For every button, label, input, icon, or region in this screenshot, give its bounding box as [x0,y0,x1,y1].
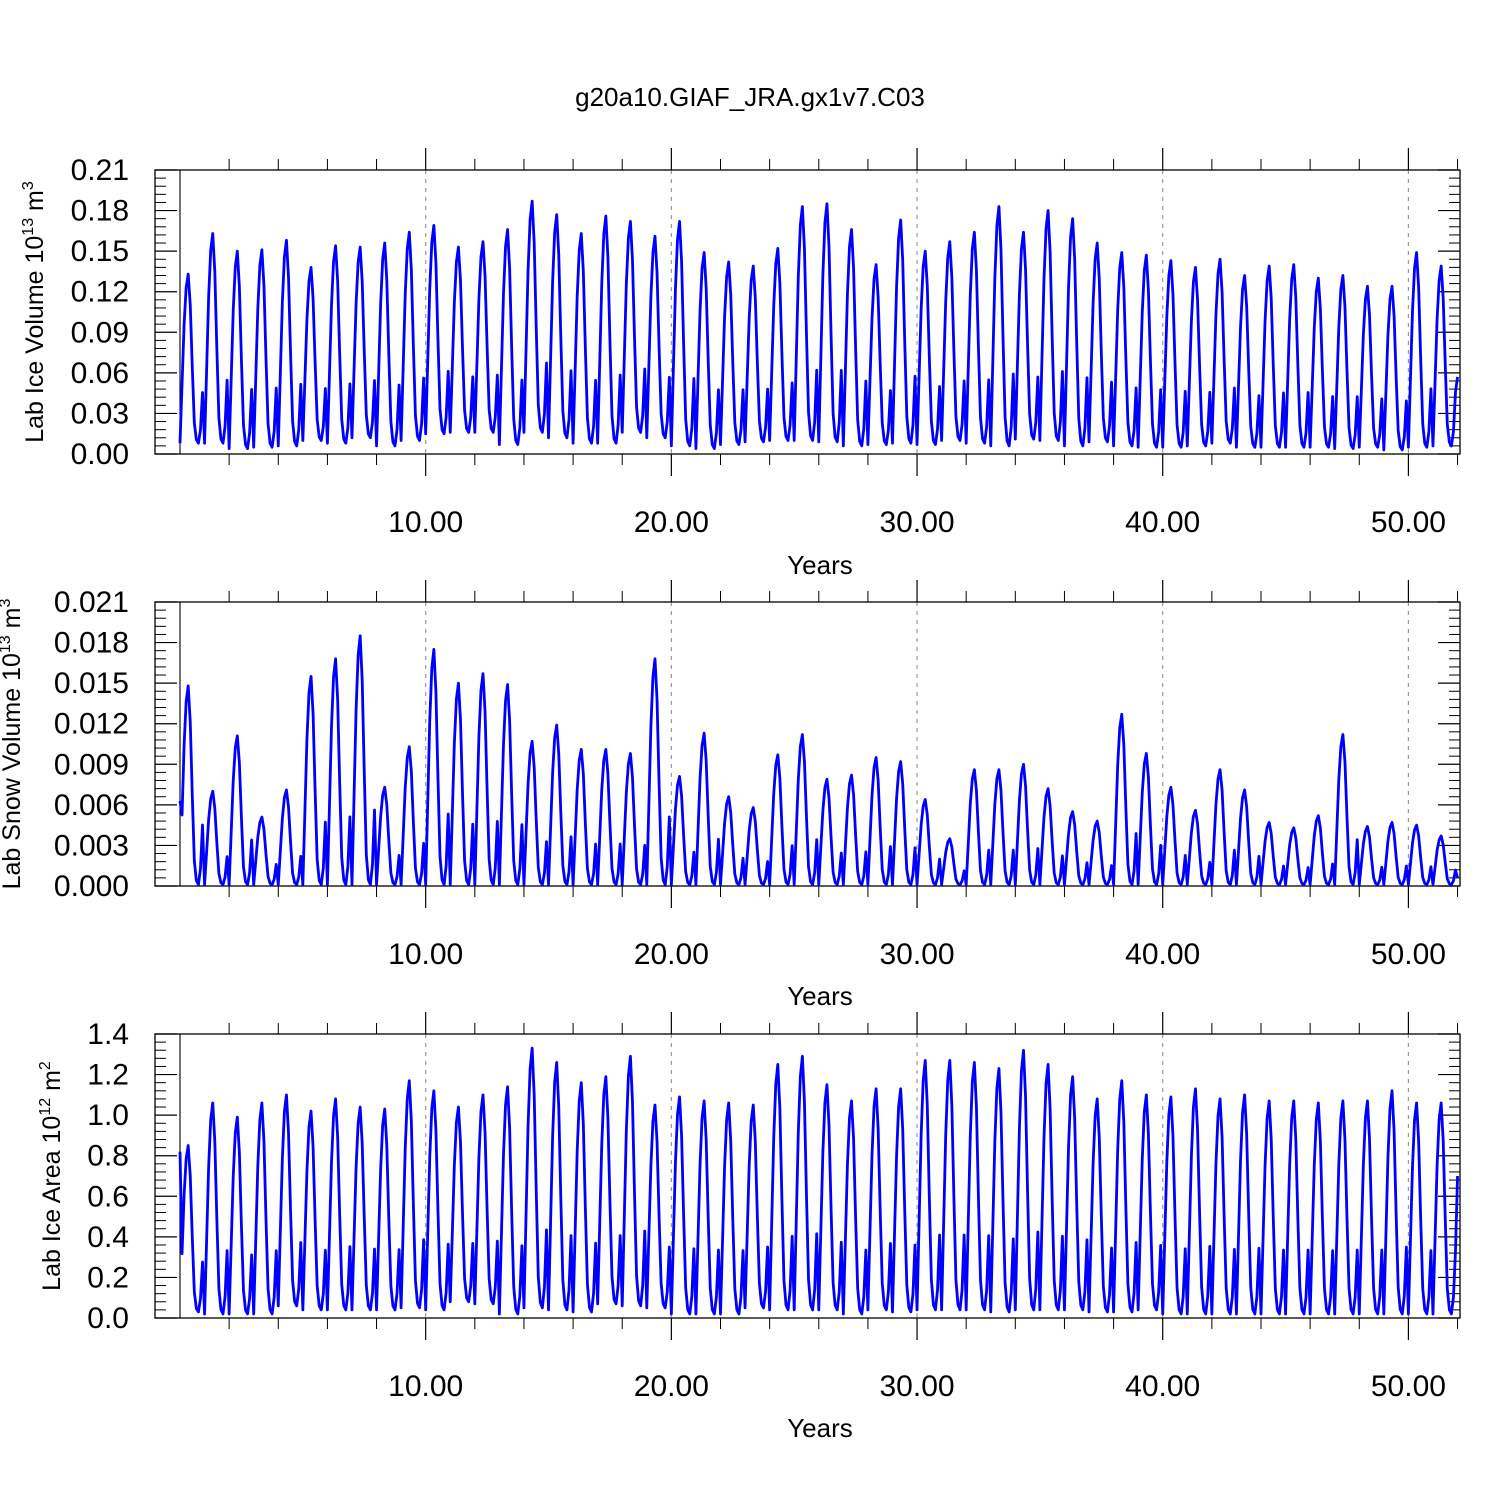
x-tick-label: 30.00 [880,1370,955,1403]
y-tick-label: 1.0 [87,1099,129,1132]
x-tick-label: 40.00 [1125,1370,1200,1403]
ylabel-unit-exponent: 3 [0,599,14,608]
y-axis-title: Lab Snow Volume 1013 m3 [0,599,26,890]
x-tick-label: 50.00 [1371,1370,1446,1403]
x-tick-label: 40.00 [1125,506,1200,539]
x-tick-label: 40.00 [1125,938,1200,971]
x-tick-label: 30.00 [880,506,955,539]
ylabel-unit: m [38,1070,66,1098]
x-tick-label: 10.00 [388,506,463,539]
y-tick-label: 0.6 [87,1180,129,1213]
y-tick-label: 0.018 [54,627,129,660]
x-axis-title: Years [787,981,853,1011]
y-tick-label: 0.8 [87,1140,129,1173]
ylabel-base: Lab Ice Area 10 [38,1116,66,1291]
x-axis-title: Years [787,550,853,580]
ylabel-unit: m [0,608,26,636]
ylabel-exponent: 12 [37,1098,54,1116]
ylabel-base: Lab Ice Volume 10 [21,236,49,443]
y-tick-label: 0.09 [71,316,129,349]
y-tick-label: 0.03 [71,397,129,430]
x-tick-label: 10.00 [388,938,463,971]
panel-snow-volume: Lab Snow Volume 1013 m3 Years 0.000 0.003… [0,580,1461,1011]
y-tick-label: 0.15 [71,235,129,268]
ylabel-base: Lab Snow Volume 10 [0,653,26,889]
x-tick-label: 30.00 [880,938,955,971]
ylabel-unit-exponent: 3 [20,181,37,190]
x-axis-title: Years [787,1413,853,1443]
y-tick-label: 0.012 [54,708,129,741]
ylabel-exponent: 13 [0,635,14,653]
y-tick-label: 0.12 [71,276,129,309]
series-line [178,1046,1459,1316]
y-tick-label: 0.2 [87,1261,129,1294]
x-tick-label: 50.00 [1371,506,1446,539]
y-tick-label: 0.003 [54,829,129,862]
x-tick-label: 20.00 [634,1370,709,1403]
y-tick-label: 0.009 [54,748,129,781]
y-tick-label: 0.21 [71,154,129,187]
y-tick-label: 0.00 [71,438,129,471]
y-tick-label: 0.06 [71,357,129,390]
panel-ice-volume: Lab Ice Volume 1013 m3 Years 0.00 0.03 0.0… [20,148,1461,580]
series-line [178,634,1459,887]
ylabel-unit: m [21,190,49,218]
x-tick-label: 20.00 [634,506,709,539]
plot-frame [154,601,1461,887]
plot-frame [154,1033,1461,1319]
y-tick-label: 0.015 [54,667,129,700]
y-tick-label: 1.2 [87,1059,129,1092]
x-tick-label: 20.00 [634,938,709,971]
ylabel-unit-exponent: 2 [37,1061,54,1070]
x-tick-label: 50.00 [1371,938,1446,971]
y-tick-label: 0.0 [87,1302,129,1335]
y-tick-label: 0.000 [54,870,129,903]
ylabel-exponent: 13 [20,218,37,236]
y-axis-title: Lab Ice Volume 1013 m3 [20,181,49,443]
page-title: g20a10.GIAF_JRA.gx1v7.C03 [575,82,925,112]
y-tick-label: 0.021 [54,586,129,619]
y-axis-title: Lab Ice Area 1012 m2 [37,1061,66,1291]
x-tick-label: 10.00 [388,1370,463,1403]
series-line [178,199,1459,452]
y-tick-label: 0.4 [87,1221,129,1254]
y-tick-label: 0.006 [54,789,129,822]
y-tick-label: 0.18 [71,195,129,228]
panel-ice-area: Lab Ice Area 1012 m2 Years 0.0 0.2 0.4 0.6 0… [37,1012,1461,1443]
y-tick-label: 1.4 [87,1018,129,1051]
plot-frame [154,169,1461,455]
